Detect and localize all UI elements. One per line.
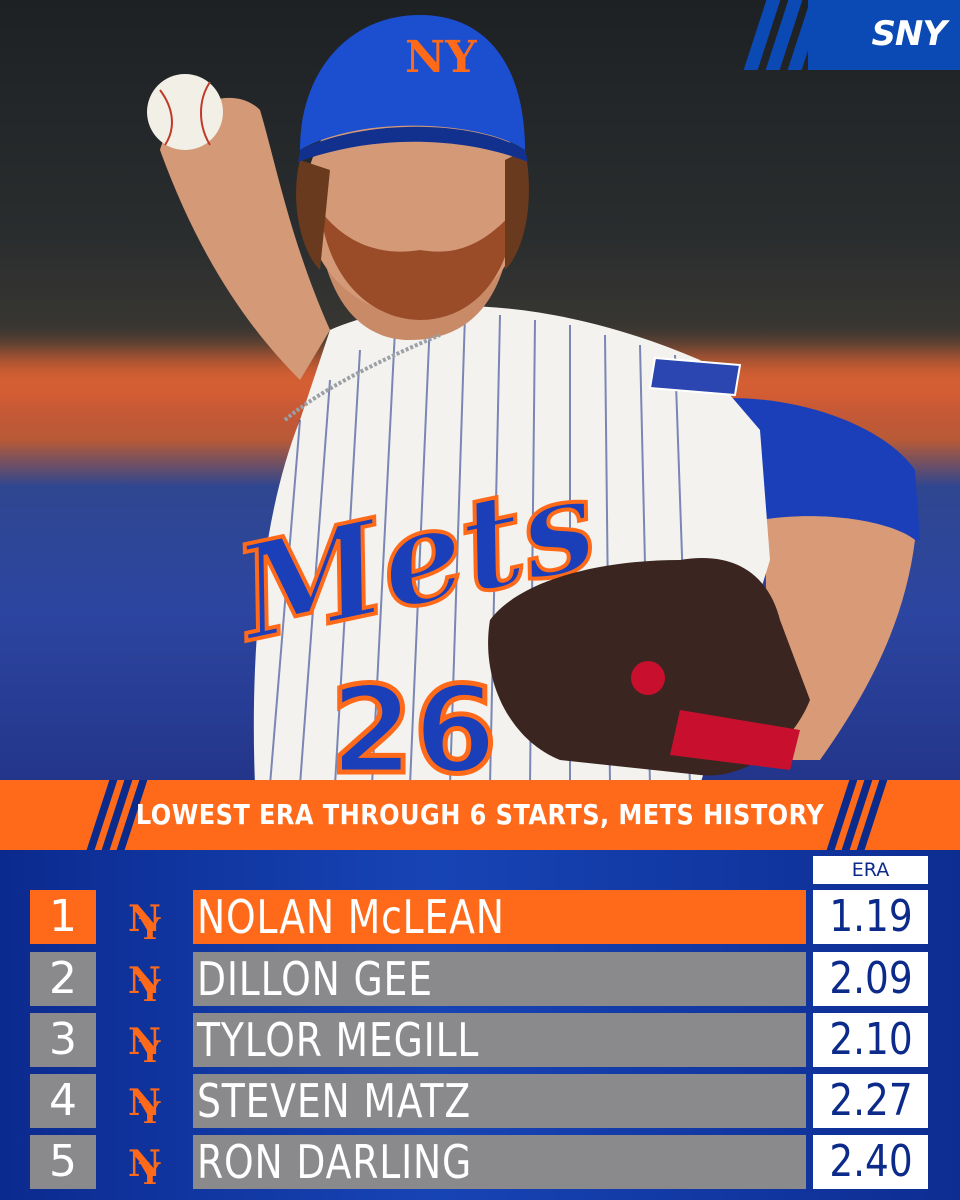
svg-text:N: N (128, 1021, 161, 1063)
era-value: 1.19 (813, 890, 928, 944)
svg-text:N: N (128, 960, 161, 1002)
rank-number: 3 (30, 1013, 96, 1067)
svg-text:Y: Y (138, 1157, 161, 1186)
player-name: TYLOR MEGILL (193, 1013, 806, 1067)
rank-number: 5 (30, 1135, 96, 1189)
rank-number: 4 (30, 1074, 96, 1128)
era-value: 2.09 (813, 952, 928, 1006)
svg-text:N: N (128, 1082, 161, 1124)
rank-number: 1 (30, 890, 96, 944)
sny-logo: SNY (743, 0, 960, 70)
svg-text:Y: Y (138, 1035, 161, 1064)
player-name: STEVEN MATZ (193, 1074, 806, 1128)
svg-text:Y: Y (138, 974, 161, 1003)
cap-logo: NY (405, 32, 477, 83)
player-name: NOLAN McLEAN (193, 890, 806, 944)
pitcher-illustration: Mets 26 NY (147, 15, 920, 785)
era-value: 2.27 (813, 1074, 928, 1128)
jersey-number: 26 (330, 662, 497, 785)
svg-text:N: N (128, 1143, 161, 1185)
rank-number: 2 (30, 952, 96, 1006)
era-value: 2.40 (813, 1135, 928, 1189)
svg-text:Y: Y (138, 1096, 161, 1125)
era-column-header: ERA (813, 856, 928, 884)
svg-text:Y: Y (138, 912, 161, 941)
title-banner: LOWEST ERA THROUGH 6 STARTS, METS HISTOR… (0, 780, 960, 850)
svg-text:N: N (128, 898, 161, 940)
graphic-title: LOWEST ERA THROUGH 6 STARTS, METS HISTOR… (135, 798, 825, 831)
era-value: 2.10 (813, 1013, 928, 1067)
sny-logo-text: SNY (871, 14, 947, 54)
player-photo: Mets 26 NY SNY (0, 0, 960, 785)
player-name: DILLON GEE (193, 952, 806, 1006)
player-name: RON DARLING (193, 1135, 806, 1189)
